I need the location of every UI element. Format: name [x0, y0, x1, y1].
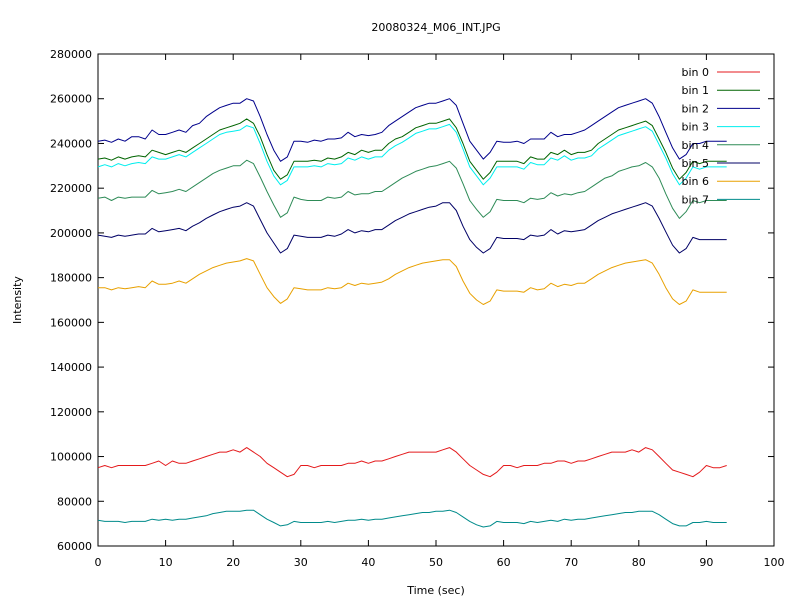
series-line-bin-5: [97, 202, 727, 254]
series-line-bin-6: [98, 258, 727, 305]
series-line-bin-1: [97, 118, 727, 180]
x-tick-label: 40: [361, 556, 375, 569]
x-tick-label: 20: [226, 556, 240, 569]
legend: bin 0 bin 1 bin 2 bin 3 bin 4 bin 5 bin 6 bin 7: [681, 66, 760, 206]
y-tick-label: 60000: [57, 540, 92, 553]
x-tick-label: 80: [632, 556, 646, 569]
legend-label-bin-5: bin 5: [681, 157, 709, 170]
legend-label-bin-3: bin 3: [681, 121, 709, 134]
x-tick-label: 0: [95, 556, 102, 569]
y-tick-label: 280000: [50, 48, 92, 61]
y-tick-label: 180000: [50, 272, 92, 285]
y-tick-label: 260000: [50, 93, 92, 106]
legend-label-bin-7: bin 7: [681, 193, 709, 206]
plot-frame: [97, 53, 775, 547]
y-tick-label: 160000: [50, 316, 92, 329]
y-tick-label: 200000: [50, 227, 92, 240]
y-tick-label: 220000: [50, 182, 92, 195]
legend-label-bin-1: bin 1: [681, 84, 709, 97]
y-tick-label: 120000: [50, 406, 92, 419]
x-tick-label: 90: [699, 556, 713, 569]
series-line-bin-2: [97, 98, 727, 162]
x-tick-label: 30: [294, 556, 308, 569]
chart-title: 20080324_M06_INT.JPG: [371, 21, 500, 34]
x-tick-label: 50: [429, 556, 443, 569]
series-line-bin-4: [97, 159, 727, 219]
y-tick-label: 100000: [50, 451, 92, 464]
plot-area: 0 10 20 30 40 50 60 70 80 90 100 60000 80000 100000 12…: [50, 48, 785, 569]
legend-label-bin-6: bin 6: [681, 175, 709, 188]
y-tick-label: 140000: [50, 361, 92, 374]
x-tick-label: 60: [497, 556, 511, 569]
series-line-bin-7: [97, 509, 727, 528]
legend-label-bin-2: bin 2: [681, 102, 709, 115]
series-layer: [97, 98, 727, 528]
x-tick-label: 10: [159, 556, 173, 569]
series-line-bin-3: [97, 123, 727, 186]
y-tick-label: 240000: [50, 137, 92, 150]
legend-label-bin-4: bin 4: [681, 139, 709, 152]
y-axis-label: Intensity: [11, 276, 24, 324]
y-tick-label: 80000: [57, 495, 92, 508]
x-axis-label: Time (sec): [406, 584, 465, 597]
legend-label-bin-0: bin 0: [681, 66, 709, 79]
x-tick-label: 70: [564, 556, 578, 569]
x-tick-label: 100: [764, 556, 785, 569]
series-line-bin-0: [97, 447, 727, 478]
